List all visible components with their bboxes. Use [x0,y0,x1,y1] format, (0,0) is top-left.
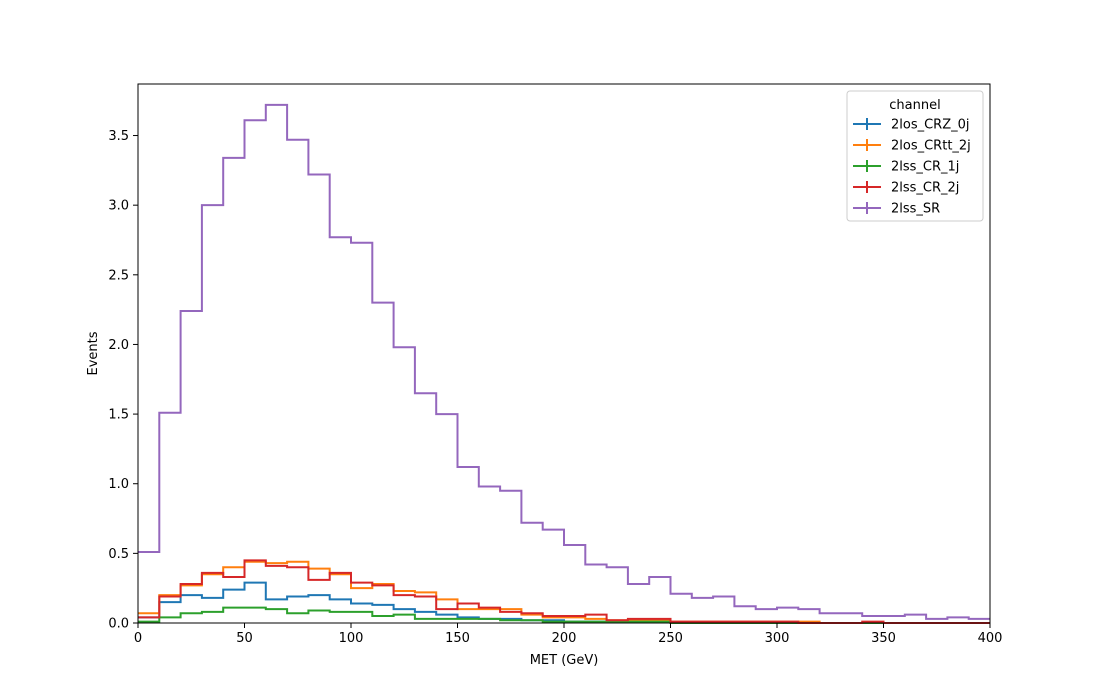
x-tick-label: 200 [552,631,577,646]
y-axis-label: Events [86,331,101,375]
legend-entry: 2lss_SR [853,202,940,217]
legend-label: 2lss_CR_1j [891,160,959,175]
y-tick-label: 3.5 [108,129,129,144]
legend-entry: 2lss_CR_1j [853,160,959,175]
y-tick-label: 1.0 [108,477,129,492]
legend-title: channel [889,98,940,113]
y-tick-label: 2.0 [108,338,129,353]
y-tick-label: 2.5 [108,268,129,283]
legend: channel 2los_CRZ_0j 2los_CRtt_2j 2lss_CR_1… [846,90,984,222]
legend-label: 2lss_SR [891,202,940,217]
x-tick-label: 50 [236,631,253,646]
x-tick-label: 300 [765,631,790,646]
x-tick-label: 150 [445,631,470,646]
legend-entry: 2los_CRtt_2j [853,139,971,154]
x-tick-label: 250 [658,631,683,646]
y-tick-label: 0.0 [108,617,129,632]
y-tick-label: 3.0 [108,199,129,214]
x-tick-label: 350 [871,631,896,646]
x-tick-label: 100 [339,631,364,646]
legend-entries: 2los_CRZ_0j 2los_CRtt_2j 2lss_CR_1j 2lss_CR… [853,118,971,217]
series-line-2lss_SR [138,103,990,620]
legend-entry: 2los_CRZ_0j [853,118,970,133]
legend-label: 2los_CRtt_2j [891,139,971,154]
y-axis-ticks: 0.0 0.5 1.0 1.5 2.0 2.5 3.0 3.5 [108,129,138,632]
y-tick-label: 0.5 [108,547,129,562]
legend-label: 2los_CRZ_0j [891,118,970,133]
x-tick-label: 0 [134,631,142,646]
x-tick-label: 400 [978,631,1003,646]
x-axis-label: MET (GeV) [530,653,599,668]
legend-label: 2lss_CR_2j [891,181,959,196]
x-axis-ticks: 0 50 100 150 200 250 300 350 400 [134,623,1003,646]
legend-entry: 2lss_CR_2j [853,181,959,196]
y-tick-label: 1.5 [108,408,129,423]
